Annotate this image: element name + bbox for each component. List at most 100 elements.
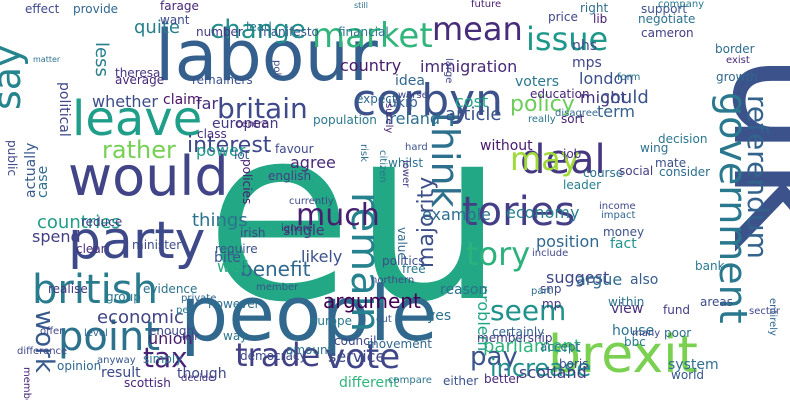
word-think: think — [423, 112, 467, 208]
word-politics: politics — [382, 254, 425, 268]
word-currently: currently — [289, 196, 334, 207]
word-less: less — [91, 42, 112, 77]
word-enough: enough — [149, 324, 194, 338]
word-country: country — [340, 56, 401, 75]
word-uk: uk — [696, 52, 790, 253]
word-evidence: evidence — [143, 282, 197, 296]
word-course: course — [583, 166, 623, 180]
word-increase: increase — [490, 354, 591, 382]
word-social: social — [619, 164, 653, 178]
word-consider: consider — [659, 165, 710, 179]
word-london: london — [579, 69, 633, 88]
word-policy: policy — [510, 92, 575, 117]
word-income: income — [599, 201, 636, 212]
word-economic: economic — [97, 307, 184, 328]
word-issue: issue — [526, 20, 608, 58]
word-movement: movement — [367, 337, 432, 351]
word-accept: accept — [540, 340, 581, 354]
word-problem: problem — [474, 285, 493, 351]
word-market: market — [312, 16, 433, 56]
word-spend: spend — [32, 227, 81, 246]
word-average: average — [115, 73, 164, 87]
word-offer: offer — [40, 326, 64, 337]
word-immigration: immigration — [420, 57, 517, 76]
word-without: without — [480, 138, 533, 154]
word-likely: likely — [301, 247, 342, 266]
word-public: public — [5, 140, 19, 176]
word-lead: lead — [246, 20, 272, 34]
word-whether: whether — [92, 92, 158, 111]
word-fair: fair — [182, 332, 199, 343]
word-say: say — [0, 44, 29, 110]
word-different: different — [339, 375, 399, 391]
word-trade: trade — [235, 336, 320, 374]
word-job: job — [562, 147, 581, 161]
word-deal: deal — [520, 137, 606, 183]
word-per: per — [176, 305, 194, 316]
word-term: term — [597, 102, 635, 121]
word-membership: membership — [477, 331, 553, 345]
word-actually: actually — [23, 143, 39, 198]
word-favour: favour — [275, 142, 314, 156]
word-ukip: ukip — [388, 95, 418, 111]
word-still: still — [354, 1, 368, 10]
word-europe: europe — [310, 314, 352, 328]
word-many: many — [632, 328, 660, 339]
word-future: future — [471, 0, 501, 10]
word-ireland: ireland — [385, 109, 440, 128]
word-service: service — [328, 347, 385, 366]
word-cut: cut — [376, 314, 392, 325]
word-part: part — [531, 286, 552, 297]
word-point: point — [58, 314, 160, 360]
word-democracy: democracy — [240, 349, 307, 363]
word-change: change — [210, 15, 306, 45]
word-hard: hard — [405, 142, 428, 153]
word-tories: tories — [462, 189, 575, 235]
word-quite: quite — [134, 17, 180, 38]
word-sector: sector — [749, 306, 781, 317]
word-majority: majority — [414, 177, 439, 268]
word-either: either — [443, 374, 478, 388]
word-mate: mate — [655, 156, 686, 170]
word-vote: vote — [325, 337, 400, 377]
word-number: number — [196, 25, 243, 39]
word-bank: bank — [695, 259, 725, 273]
word-expect: expect — [356, 92, 397, 106]
word-population: population — [313, 113, 377, 127]
word-leave: leave — [72, 91, 202, 147]
word-theresa: theresa — [115, 66, 160, 80]
word-tax: tax — [143, 341, 188, 374]
word-referendum: referendum — [741, 95, 774, 259]
word-clear: clear — [76, 242, 106, 256]
word-countries: countries — [37, 212, 121, 233]
word-amount: amount — [286, 343, 333, 357]
word-include: include — [532, 248, 568, 259]
word-disagree: disagree — [555, 108, 598, 119]
word-example: example — [422, 205, 491, 224]
word-opinion: opinion — [57, 359, 101, 373]
word-entirely: entirely — [767, 298, 778, 336]
word-house: house — [612, 323, 654, 339]
word-political: political — [56, 82, 72, 137]
word-power: power — [196, 141, 246, 160]
word-really: really — [528, 114, 556, 125]
word-snp: snp — [540, 282, 561, 296]
word-party: party — [68, 211, 205, 271]
word-well: well — [217, 257, 249, 276]
word-idea: idea — [395, 73, 425, 89]
word-scotland: scotland — [519, 363, 587, 382]
word-risk: risk — [358, 144, 369, 162]
word-fact: fact — [610, 236, 637, 252]
word-financial: financial — [338, 25, 389, 39]
word-would: would — [68, 145, 229, 208]
word-anyway: anyway — [97, 355, 136, 366]
word-result: result — [101, 365, 141, 381]
word-system: system — [668, 357, 719, 373]
word-cost: cost — [455, 92, 488, 111]
word-parliament: parliament — [483, 336, 581, 357]
word-difference: difference — [17, 346, 67, 357]
word-seem: seem — [490, 294, 566, 327]
word-position: position — [536, 232, 599, 251]
word-ignore: ignore — [281, 223, 313, 234]
